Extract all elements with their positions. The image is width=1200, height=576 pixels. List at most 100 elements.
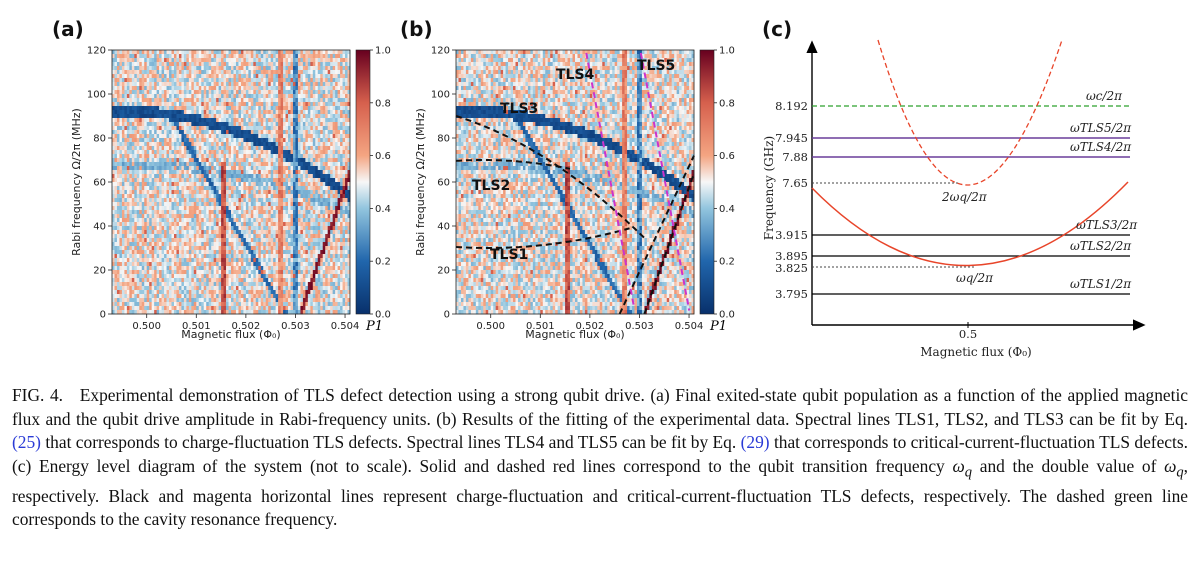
heat-cell — [171, 134, 175, 139]
heat-cell — [330, 82, 334, 87]
heat-cell — [297, 74, 301, 79]
heat-cell — [292, 66, 296, 71]
heat-cell — [188, 198, 192, 203]
heat-cell — [273, 146, 277, 151]
heat-cell — [320, 214, 324, 219]
heat-cell — [124, 174, 128, 179]
heat-cell — [223, 118, 227, 123]
heat-cell — [171, 102, 175, 107]
heat-cell — [131, 102, 135, 107]
heat-cell — [320, 50, 324, 55]
heat-cell — [337, 174, 341, 179]
heat-cell — [248, 234, 252, 239]
heat-cell — [260, 86, 264, 91]
heat-cell — [119, 250, 123, 255]
heat-cell — [228, 94, 232, 99]
heat-cell — [337, 58, 341, 63]
heat-cell — [114, 106, 118, 111]
heat-cell — [270, 254, 274, 259]
heat-cell — [188, 246, 192, 251]
heat-cell — [136, 182, 140, 187]
heat-cell — [285, 62, 289, 67]
heat-cell — [154, 250, 158, 255]
heat-cell — [330, 186, 334, 191]
heat-cell — [235, 162, 239, 167]
heat-cell — [131, 62, 135, 67]
heat-cell — [193, 150, 197, 155]
heat-cell — [223, 134, 227, 139]
heat-cell — [342, 122, 346, 127]
heat-cell — [295, 186, 299, 191]
heat-cell — [250, 162, 254, 167]
heat-cell — [124, 58, 128, 63]
heat-cell — [223, 206, 227, 211]
heat-cell — [315, 86, 319, 91]
heat-cell — [305, 138, 309, 143]
heat-cell — [181, 102, 185, 107]
heat-cell — [218, 82, 222, 87]
heat-cell — [258, 170, 262, 175]
heat-cell — [307, 86, 311, 91]
heat-cell — [295, 150, 299, 155]
heat-cell — [114, 210, 118, 215]
heat-cell — [139, 250, 143, 255]
heat-cell — [345, 58, 348, 63]
heat-cell — [260, 114, 264, 119]
heat-cell — [273, 238, 277, 243]
heat-cell — [268, 78, 272, 83]
heat-cell — [238, 150, 242, 155]
heat-cell — [144, 158, 148, 163]
heat-cell — [305, 210, 309, 215]
heat-cell — [290, 54, 294, 59]
heat-cell — [201, 174, 205, 179]
heat-cell — [144, 222, 148, 227]
heat-cell — [327, 62, 331, 67]
heat-cell — [119, 78, 123, 83]
heat-cell — [178, 230, 182, 235]
heat-cell — [119, 254, 123, 259]
heat-cell — [310, 138, 314, 143]
heat-cell — [216, 254, 220, 259]
heat-cell — [305, 250, 309, 255]
heat-cell — [322, 186, 326, 191]
heat-cell — [245, 82, 249, 87]
heat-cell — [196, 214, 200, 219]
heat-cell — [235, 198, 239, 203]
heat-cell — [260, 50, 264, 55]
heat-cell — [114, 54, 118, 59]
heat-cell — [312, 162, 316, 167]
heat-cell — [124, 90, 128, 95]
heat-cell — [213, 178, 217, 183]
heat-cell — [238, 106, 242, 111]
heat-cell — [134, 78, 138, 83]
heat-cell — [302, 154, 306, 159]
heat-cell — [268, 234, 272, 239]
heat-cell — [146, 218, 150, 223]
heat-cell — [275, 162, 279, 167]
heat-cell — [231, 98, 234, 103]
heat-cell — [186, 250, 190, 255]
heat-cell — [295, 50, 299, 55]
heat-cell — [292, 170, 296, 175]
heat-cell — [288, 234, 291, 239]
heat-cell — [126, 82, 130, 87]
heat-cell — [226, 202, 229, 207]
heat-cell — [228, 194, 232, 199]
heat-cell — [129, 150, 133, 155]
heat-cell — [114, 190, 118, 195]
heat-cell — [228, 222, 232, 227]
heat-cell — [129, 218, 133, 223]
heat-cell — [245, 254, 249, 259]
heat-cell — [278, 198, 281, 203]
heat-cell — [240, 146, 244, 151]
heat-cell — [283, 234, 286, 239]
heat-cell — [146, 50, 150, 55]
heat-cell — [288, 170, 291, 175]
heat-cell — [221, 194, 224, 199]
heat-cell — [203, 182, 207, 187]
heat-cell — [141, 130, 145, 135]
heat-cell — [191, 214, 195, 219]
heat-cell — [124, 202, 128, 207]
heat-cell — [292, 254, 296, 259]
heat-cell — [169, 162, 172, 167]
